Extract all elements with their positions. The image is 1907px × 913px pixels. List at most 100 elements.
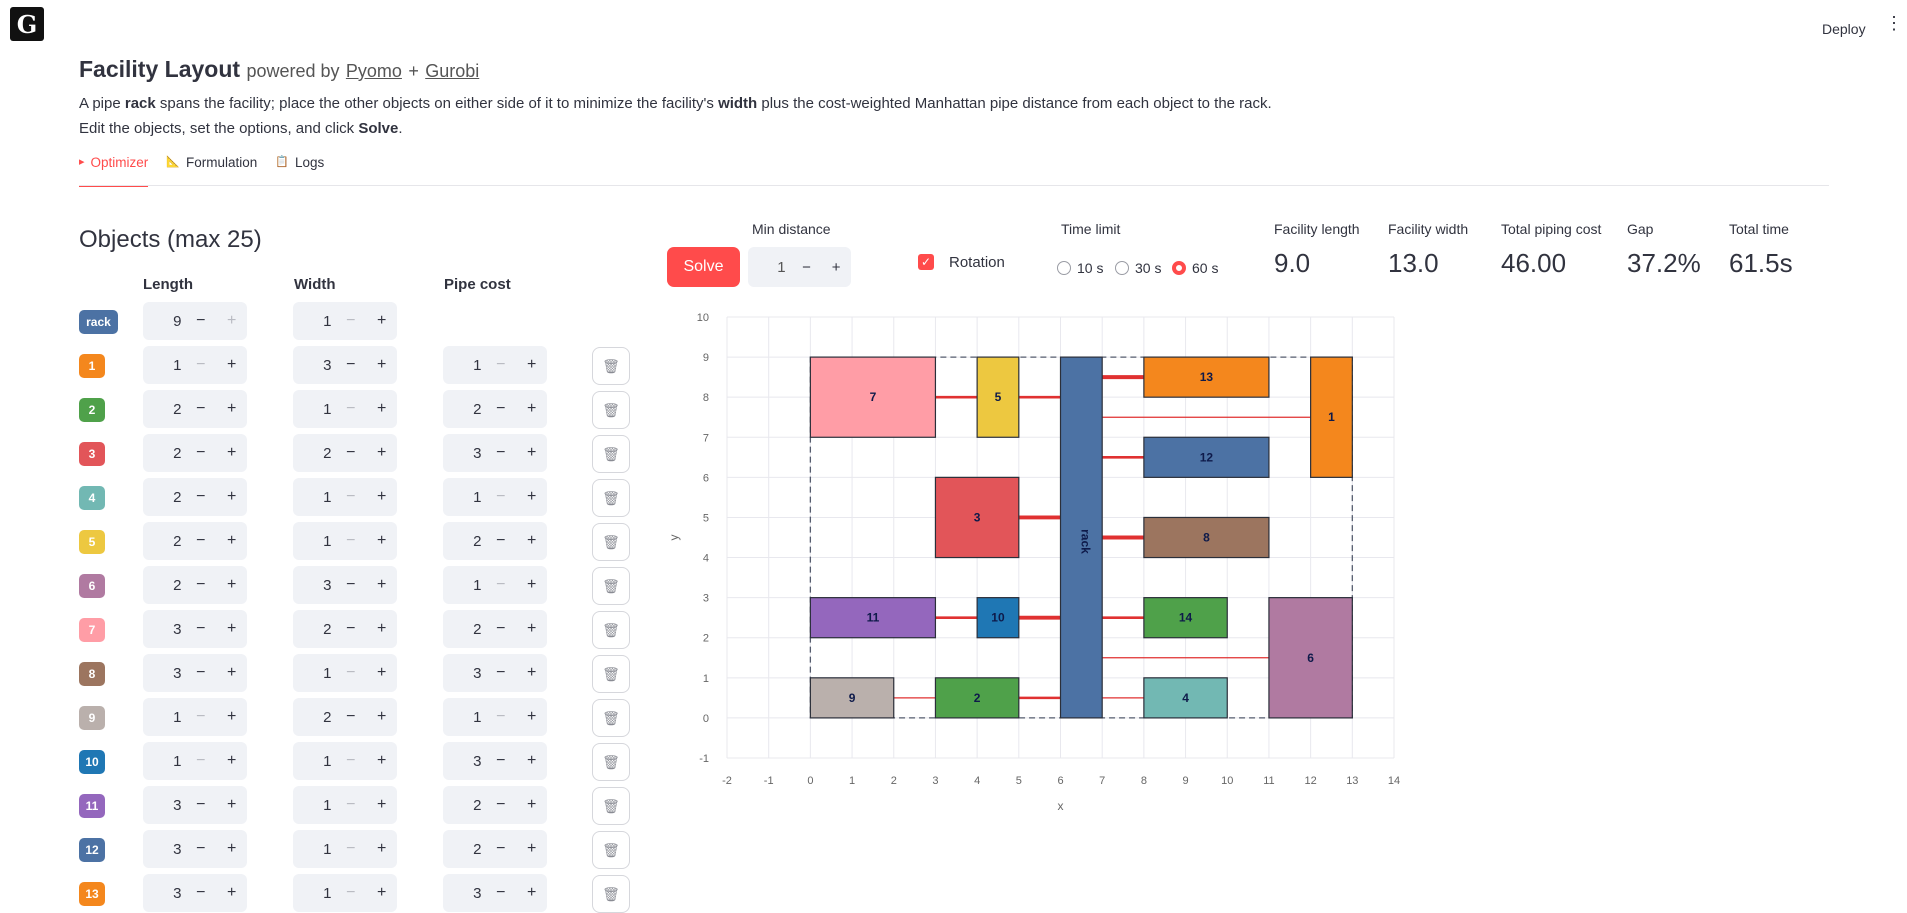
- length-value[interactable]: 3: [173, 840, 182, 858]
- decrement-button[interactable]: −: [196, 444, 206, 461]
- width-stepper[interactable]: 1− +: [293, 302, 397, 340]
- width-stepper[interactable]: 1− +: [293, 830, 397, 868]
- decrement-button[interactable]: −: [496, 356, 506, 373]
- length-value[interactable]: 3: [173, 796, 182, 814]
- more-menu-icon[interactable]: ⋮: [1885, 13, 1903, 33]
- decrement-button[interactable]: −: [196, 532, 206, 549]
- increment-button[interactable]: +: [376, 488, 387, 505]
- length-value[interactable]: 2: [173, 488, 182, 506]
- decrement-button[interactable]: −: [196, 752, 206, 769]
- delete-icon[interactable]: 🗑: [592, 567, 630, 605]
- decrement-button[interactable]: −: [346, 532, 356, 549]
- increment-button[interactable]: +: [526, 488, 537, 505]
- increment-button[interactable]: +: [376, 356, 387, 373]
- increment-button[interactable]: +: [526, 444, 537, 461]
- gurobi-link[interactable]: Gurobi: [425, 61, 480, 81]
- length-stepper[interactable]: 2− +: [143, 434, 247, 472]
- width-stepper[interactable]: 1− +: [293, 786, 397, 824]
- increment-button[interactable]: +: [526, 532, 537, 549]
- length-value[interactable]: 2: [173, 532, 182, 550]
- increment-button[interactable]: +: [226, 840, 237, 857]
- increment-button[interactable]: +: [526, 796, 537, 813]
- decrement-button[interactable]: −: [196, 840, 206, 857]
- pipe-cost-value[interactable]: 2: [473, 400, 482, 418]
- increment-button[interactable]: +: [226, 664, 237, 681]
- length-value[interactable]: 2: [173, 400, 182, 418]
- increment-button[interactable]: +: [376, 620, 387, 637]
- increment-button[interactable]: +: [526, 664, 537, 681]
- pipe-cost-stepper[interactable]: 2− +: [443, 830, 547, 868]
- length-stepper[interactable]: 2− +: [143, 566, 247, 604]
- increment-button[interactable]: +: [831, 258, 841, 276]
- length-value[interactable]: 1: [173, 708, 182, 726]
- length-stepper[interactable]: 2− +: [143, 390, 247, 428]
- pipe-cost-value[interactable]: 2: [473, 620, 482, 638]
- decrement-button[interactable]: −: [196, 620, 206, 637]
- width-value[interactable]: 3: [323, 356, 332, 374]
- solve-button[interactable]: Solve: [667, 247, 740, 287]
- decrement-button[interactable]: −: [496, 752, 506, 769]
- increment-button[interactable]: +: [226, 444, 237, 461]
- decrement-button[interactable]: −: [496, 576, 506, 593]
- tab-optimizer[interactable]: ▸ Optimizer: [79, 152, 149, 187]
- width-value[interactable]: 1: [323, 488, 332, 506]
- increment-button[interactable]: +: [376, 840, 387, 857]
- width-value[interactable]: 2: [323, 708, 332, 726]
- length-stepper[interactable]: 3− +: [143, 786, 247, 824]
- time-limit-option[interactable]: 10 s: [1057, 260, 1103, 276]
- decrement-button[interactable]: −: [196, 796, 206, 813]
- delete-icon[interactable]: 🗑: [592, 611, 630, 649]
- increment-button[interactable]: +: [226, 576, 237, 593]
- time-limit-option[interactable]: 60 s: [1172, 260, 1218, 276]
- increment-button[interactable]: +: [376, 752, 387, 769]
- pyomo-link[interactable]: Pyomo: [345, 61, 402, 81]
- width-stepper[interactable]: 2− +: [293, 698, 397, 736]
- length-stepper[interactable]: 3− +: [143, 874, 247, 912]
- decrement-button[interactable]: −: [346, 884, 356, 901]
- pipe-cost-stepper[interactable]: 2− +: [443, 390, 547, 428]
- decrement-button[interactable]: −: [196, 884, 206, 901]
- increment-button[interactable]: +: [376, 884, 387, 901]
- decrement-button[interactable]: −: [496, 532, 506, 549]
- increment-button[interactable]: +: [526, 840, 537, 857]
- decrement-button[interactable]: −: [346, 488, 356, 505]
- increment-button[interactable]: +: [526, 400, 537, 417]
- pipe-cost-stepper[interactable]: 3− +: [443, 434, 547, 472]
- width-stepper[interactable]: 3− +: [293, 566, 397, 604]
- pipe-cost-stepper[interactable]: 1− +: [443, 346, 547, 384]
- increment-button[interactable]: +: [376, 312, 387, 329]
- length-stepper[interactable]: 3− +: [143, 830, 247, 868]
- increment-button[interactable]: +: [526, 752, 537, 769]
- tab-logs[interactable]: 📋 Logs: [275, 152, 324, 186]
- increment-button[interactable]: +: [376, 576, 387, 593]
- decrement-button[interactable]: −: [346, 356, 356, 373]
- width-value[interactable]: 1: [323, 752, 332, 770]
- increment-button[interactable]: +: [226, 400, 237, 417]
- width-stepper[interactable]: 1− +: [293, 654, 397, 692]
- increment-button[interactable]: +: [226, 752, 237, 769]
- pipe-cost-stepper[interactable]: 1− +: [443, 566, 547, 604]
- length-stepper[interactable]: 2− +: [143, 478, 247, 516]
- decrement-button[interactable]: −: [346, 840, 356, 857]
- length-value[interactable]: 3: [173, 884, 182, 902]
- decrement-button[interactable]: −: [346, 708, 356, 725]
- pipe-cost-stepper[interactable]: 3− +: [443, 654, 547, 692]
- increment-button[interactable]: +: [226, 796, 237, 813]
- increment-button[interactable]: +: [376, 796, 387, 813]
- decrement-button[interactable]: −: [496, 620, 506, 637]
- increment-button[interactable]: +: [226, 356, 237, 373]
- length-value[interactable]: 2: [173, 444, 182, 462]
- decrement-button[interactable]: −: [496, 664, 506, 681]
- length-value[interactable]: 3: [173, 620, 182, 638]
- decrement-button[interactable]: −: [496, 796, 506, 813]
- pipe-cost-value[interactable]: 2: [473, 796, 482, 814]
- length-value[interactable]: 1: [173, 752, 182, 770]
- pipe-cost-stepper[interactable]: 2− +: [443, 610, 547, 648]
- pipe-cost-value[interactable]: 1: [473, 708, 482, 726]
- pipe-cost-value[interactable]: 1: [473, 488, 482, 506]
- decrement-button[interactable]: −: [346, 444, 356, 461]
- length-stepper[interactable]: 9− +: [143, 302, 247, 340]
- decrement-button[interactable]: −: [802, 258, 811, 276]
- increment-button[interactable]: +: [226, 620, 237, 637]
- length-value[interactable]: 2: [173, 576, 182, 594]
